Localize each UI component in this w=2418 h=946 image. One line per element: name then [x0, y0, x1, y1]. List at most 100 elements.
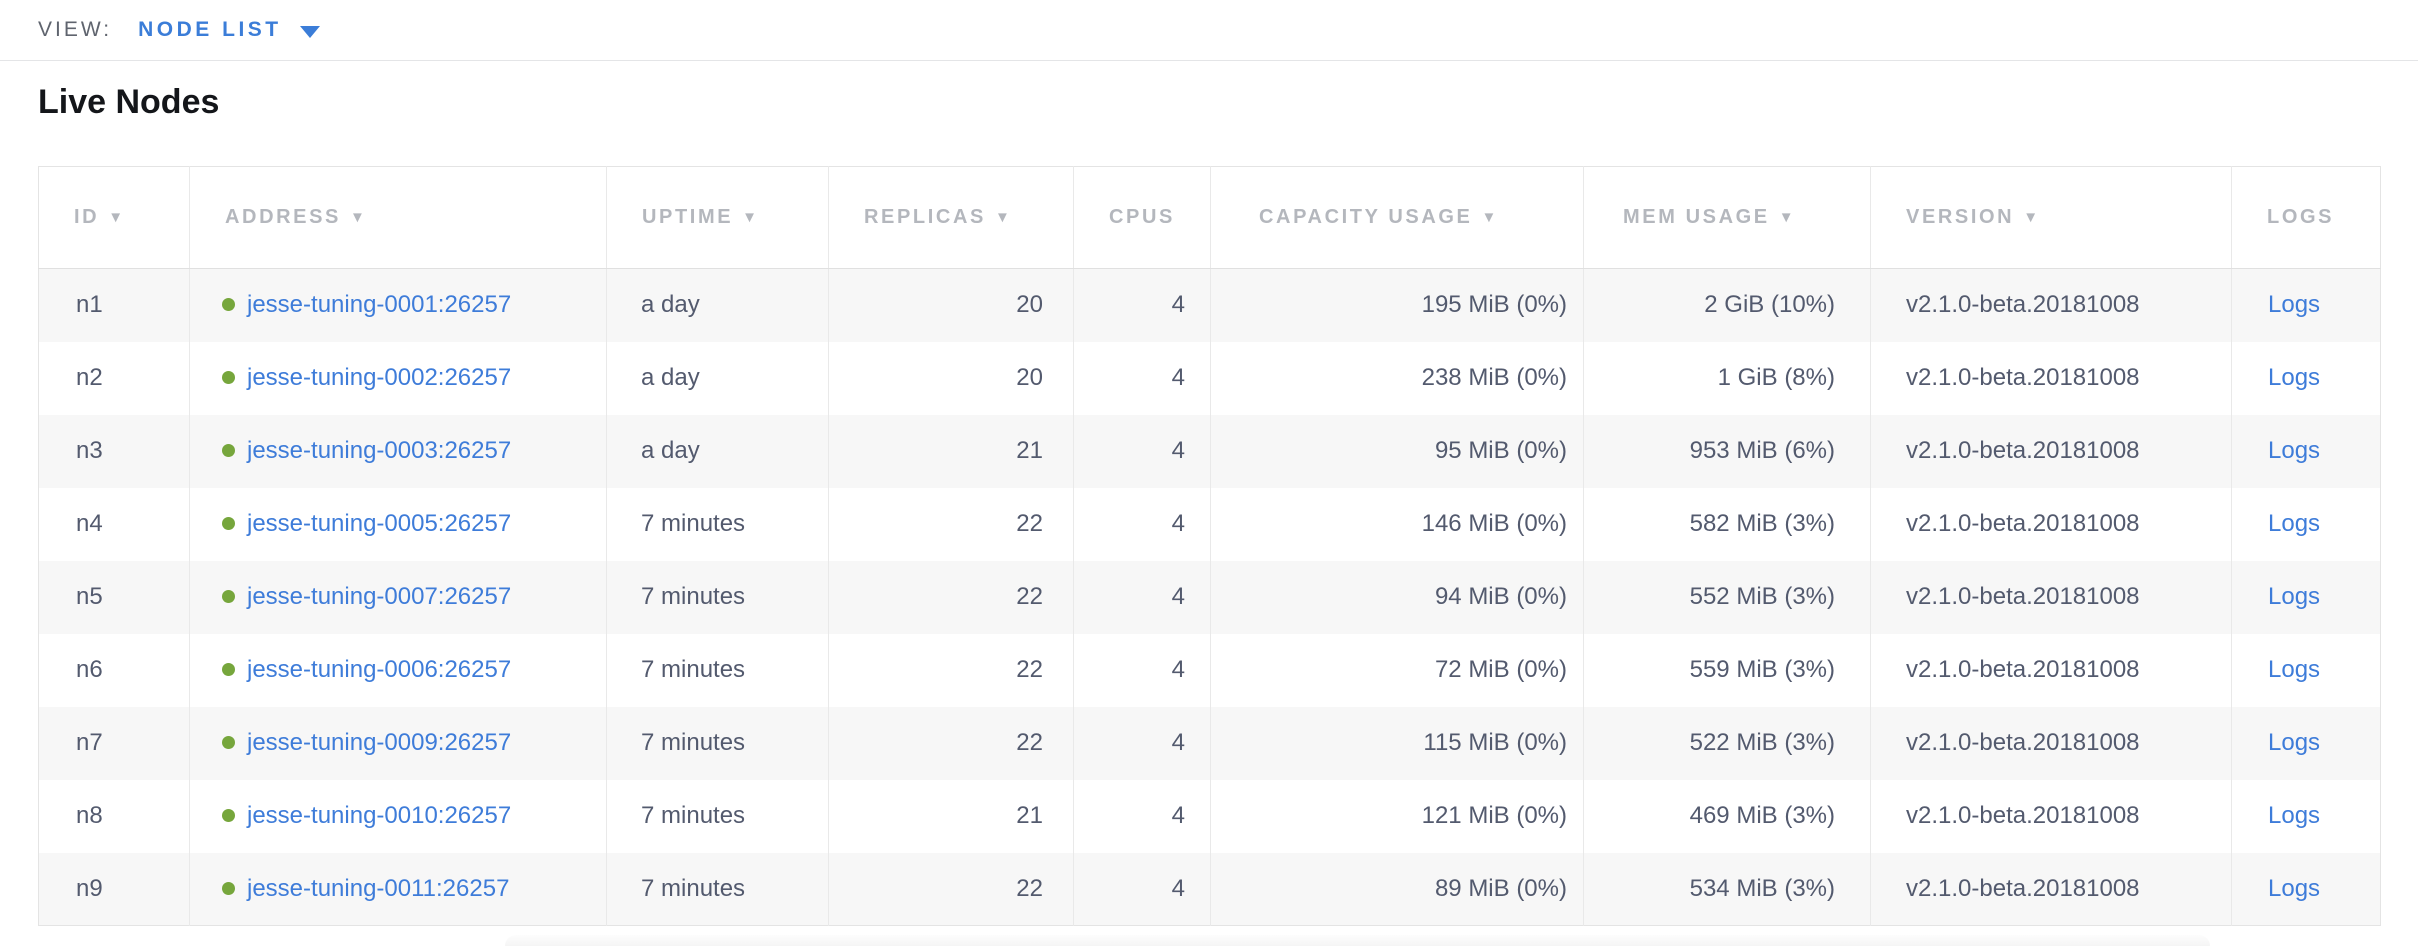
node-replicas-cell: 20 — [828, 268, 1074, 342]
column-header-label: MEM USAGE — [1623, 206, 1770, 228]
node-mem-cell: 1 GiB (8%) — [1583, 341, 1871, 415]
view-label: VIEW: — [38, 18, 113, 41]
node-logs-link[interactable]: Logs — [2268, 291, 2321, 319]
node-address-link[interactable]: jesse-tuning-0011:26257 — [247, 874, 510, 902]
node-logs-cell: Logs — [2231, 633, 2381, 707]
node-address-link[interactable]: jesse-tuning-0005:26257 — [247, 510, 512, 537]
column-header-capacity-usage[interactable]: CAPACITY USAGE ▼ — [1210, 166, 1584, 269]
node-capacity-cell: 115 MiB (0%) — [1210, 706, 1584, 780]
node-logs-link[interactable]: Logs — [2268, 802, 2321, 829]
table-row: n1 jesse-tuning-0001:26257 a day 20 4 19… — [38, 268, 2381, 342]
bottom-sheet-edge — [505, 935, 2210, 946]
live-nodes-table: ID▼ ADDRESS▼ UPTIME▼ REPLICAS▼ CPUS▼ CAP… — [38, 166, 2381, 926]
node-logs-link[interactable]: Logs — [2268, 437, 2321, 464]
table-row: n2 jesse-tuning-0002:26257 a day 20 4 23… — [38, 341, 2381, 415]
node-uptime-cell: 7 minutes — [606, 706, 829, 780]
column-header-cpus: CPUS▼ — [1073, 166, 1211, 269]
node-version-cell: v2.1.0-beta.20181008 — [1870, 633, 2232, 707]
sort-caret-icon: ▼ — [2023, 209, 2041, 226]
node-address-cell: jesse-tuning-0006:26257 — [189, 633, 607, 707]
node-address-link[interactable]: jesse-tuning-0010:26257 — [247, 802, 512, 829]
node-logs-cell: Logs — [2231, 779, 2381, 853]
node-address-link[interactable]: jesse-tuning-0009:26257 — [247, 729, 512, 756]
column-header-label: ADDRESS — [225, 206, 341, 228]
column-header-uptime[interactable]: UPTIME ▼ — [606, 166, 829, 269]
node-capacity-cell: 195 MiB (0%) — [1210, 268, 1584, 342]
node-logs-cell: Logs — [2231, 268, 2381, 342]
node-mem-cell: 2 GiB (10%) — [1583, 268, 1871, 342]
node-id-cell: n5 — [76, 583, 103, 610]
column-header-version[interactable]: VERSION ▼ — [1870, 166, 2232, 269]
node-logs-cell: Logs — [2231, 560, 2381, 634]
node-id-cell: n4 — [76, 510, 103, 537]
node-uptime-cell: 7 minutes — [606, 852, 829, 926]
column-header-replicas[interactable]: REPLICAS ▼ — [828, 166, 1074, 269]
column-header-label: UPTIME — [642, 206, 734, 228]
table-header: ID▼ ADDRESS▼ UPTIME▼ REPLICAS▼ CPUS▼ CAP… — [38, 166, 2381, 269]
node-address-link[interactable]: jesse-tuning-0001:26257 — [247, 291, 512, 319]
node-address-cell: jesse-tuning-0007:26257 — [189, 560, 607, 634]
table-row: n6 jesse-tuning-0006:26257 7 minutes 22 … — [38, 633, 2381, 707]
node-live-status-icon — [222, 298, 235, 312]
main-content: Live Nodes ID ▼ ADDRESS ▼ UPTIME ▼ REPLICAS… — [0, 61, 2418, 926]
node-address-cell: jesse-tuning-0009:26257 — [189, 706, 607, 780]
node-mem-cell: 953 MiB (6%) — [1583, 414, 1871, 488]
node-address-link[interactable]: jesse-tuning-0002:26257 — [247, 364, 512, 391]
node-uptime-cell: 7 minutes — [606, 560, 829, 634]
node-address-link[interactable]: jesse-tuning-0003:26257 — [247, 437, 512, 464]
node-address-link[interactable]: jesse-tuning-0006:26257 — [247, 656, 512, 683]
node-logs-cell: Logs — [2231, 852, 2381, 926]
node-cpus-cell: 4 — [1073, 268, 1211, 342]
node-logs-link[interactable]: Logs — [2268, 583, 2321, 610]
node-version-cell: v2.1.0-beta.20181008 — [1870, 268, 2232, 342]
node-uptime-cell: 7 minutes — [606, 487, 829, 561]
column-header-label: LOGS — [2267, 206, 2335, 228]
node-logs-cell: Logs — [2231, 341, 2381, 415]
node-logs-link[interactable]: Logs — [2268, 510, 2321, 537]
node-address-cell: jesse-tuning-0011:26257 — [189, 852, 607, 926]
node-mem-cell: 534 MiB (3%) — [1583, 852, 1871, 926]
column-header-label: CAPACITY USAGE — [1259, 206, 1473, 228]
node-replicas-cell: 20 — [828, 341, 1074, 415]
column-header-label: CPUS — [1109, 206, 1175, 228]
node-live-status-icon — [222, 517, 235, 530]
column-header-mem-usage[interactable]: MEM USAGE ▼ — [1583, 166, 1871, 269]
node-live-status-icon — [222, 809, 235, 822]
column-header-label: ID — [74, 206, 100, 228]
view-bar: VIEW: NODE LIST — [0, 0, 2418, 61]
node-live-status-icon — [222, 663, 235, 676]
node-id-cell: n8 — [76, 802, 103, 829]
column-header-id[interactable]: ID ▼ — [38, 166, 190, 269]
sort-caret-icon: ▼ — [108, 209, 126, 226]
sort-caret-icon: ▼ — [994, 209, 1013, 226]
node-address-cell: jesse-tuning-0005:26257 — [189, 487, 607, 561]
node-capacity-cell: 89 MiB (0%) — [1210, 852, 1584, 926]
table-row: n3 jesse-tuning-0003:26257 a day 21 4 95… — [38, 414, 2381, 488]
node-logs-link[interactable]: Logs — [2268, 656, 2321, 683]
node-id-cell: n7 — [76, 729, 103, 756]
node-cpus-cell: 4 — [1073, 633, 1211, 707]
node-capacity-cell: 94 MiB (0%) — [1210, 560, 1584, 634]
node-address-cell: jesse-tuning-0001:26257 — [189, 268, 607, 342]
column-header-address[interactable]: ADDRESS ▼ — [189, 166, 607, 269]
node-version-cell: v2.1.0-beta.20181008 — [1870, 341, 2232, 415]
node-replicas-cell: 22 — [828, 706, 1074, 780]
node-replicas-cell: 22 — [828, 852, 1074, 926]
node-replicas-cell: 21 — [828, 779, 1074, 853]
node-logs-link[interactable]: Logs — [2268, 729, 2321, 756]
node-replicas-cell: 22 — [828, 560, 1074, 634]
view-selector-dropdown[interactable]: NODE LIST — [138, 18, 320, 42]
table-row: n5 jesse-tuning-0007:26257 7 minutes 22 … — [38, 560, 2381, 634]
node-capacity-cell: 121 MiB (0%) — [1210, 779, 1584, 853]
node-logs-cell: Logs — [2231, 706, 2381, 780]
node-replicas-cell: 21 — [828, 414, 1074, 488]
chevron-down-icon — [299, 25, 320, 38]
view-selected-value: NODE LIST — [138, 18, 282, 41]
node-logs-link[interactable]: Logs — [2268, 874, 2321, 902]
node-address-link[interactable]: jesse-tuning-0007:26257 — [247, 583, 512, 610]
node-id-cell: n9 — [76, 874, 103, 902]
node-live-status-icon — [222, 881, 235, 895]
node-logs-link[interactable]: Logs — [2268, 364, 2321, 391]
sort-caret-icon: ▼ — [742, 209, 760, 226]
node-live-status-icon — [222, 736, 235, 749]
